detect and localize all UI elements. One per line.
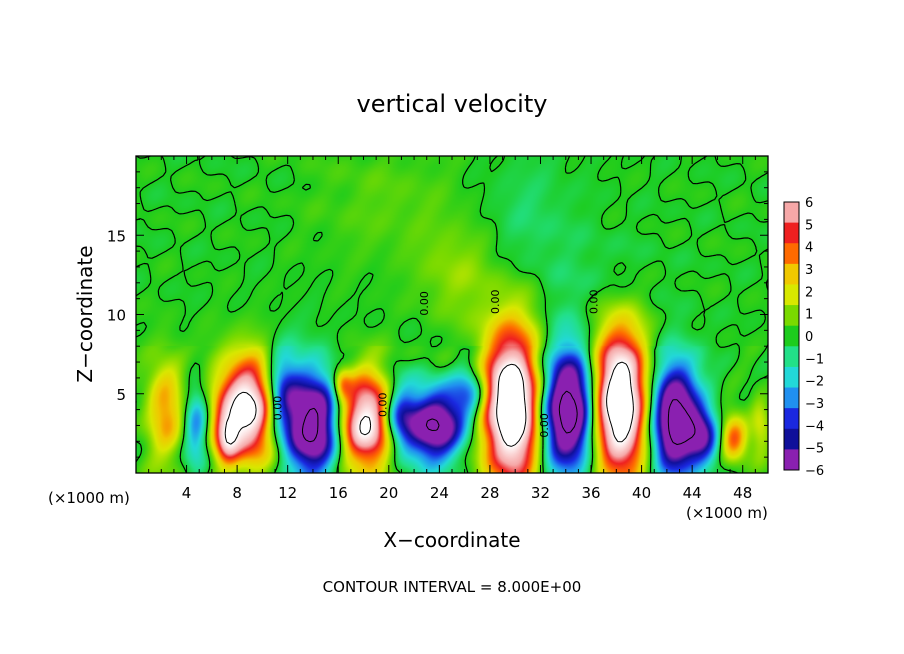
y-tick-label: 15 [107, 227, 126, 245]
colorbar-label: 0 [805, 330, 813, 345]
x-tick-label: 16 [329, 484, 348, 502]
colorbar-label: −6 [805, 464, 824, 479]
velocity-field [136, 156, 768, 473]
colorbar-swatch [784, 305, 799, 327]
contour-label: 0.00 [538, 413, 551, 438]
x-axis-ticks: 4 8 12 16 20 24 28 32 36 40 44 48 [148, 156, 756, 502]
colorbar-swatch [784, 387, 799, 409]
contour-label: 0.00 [418, 291, 431, 316]
colorbar-swatch [784, 243, 799, 265]
colorbar-label: 5 [805, 218, 813, 233]
colorbar-label: −2 [805, 375, 824, 390]
colorbar-frame [783, 201, 800, 471]
colorbar-swatch [784, 428, 799, 450]
x-tick-label: 24 [430, 484, 449, 502]
colorbar-swatch [784, 366, 799, 388]
y-tick-label: 10 [107, 307, 126, 325]
x-tick-label: 32 [531, 484, 550, 502]
y-axis-label: Z−coordinate [73, 245, 97, 382]
contour-label: 0.00 [489, 290, 502, 315]
contour-zero [135, 155, 769, 474]
contour-label: 0.00 [376, 393, 389, 418]
x-tick-label: 40 [632, 484, 651, 502]
colorbar-swatch [784, 325, 799, 347]
contour-label: 0.00 [587, 290, 600, 315]
plot-area: 0.000.00 0.000.00 0.000.00 4 8 12 16 20 24 28 32 3… [107, 155, 769, 502]
colorbar-label: 6 [805, 196, 813, 211]
colorbar-swatch [784, 346, 799, 368]
colorbar-label: −3 [805, 397, 824, 412]
contour-layer [135, 155, 769, 474]
colorbar-label: 2 [805, 285, 813, 300]
x-tick-label: 44 [683, 484, 702, 502]
colorbar-label: 4 [805, 241, 813, 256]
x-axis-label: X−coordinate [383, 528, 520, 552]
x-tick-label: 8 [232, 484, 242, 502]
contour-label-layer: 0.00 0.00 0.00 0.00 0.00 0.00 [271, 290, 600, 438]
x-tick-label: 4 [182, 484, 192, 502]
colorbar: 6 5 4 3 2 1 0 −1 −2 −3 −4 −5 −6 [783, 196, 824, 479]
chart-title: vertical velocity [357, 90, 548, 118]
x-tick-label: 48 [733, 484, 752, 502]
x-unit-right: (×1000 m) [686, 504, 768, 522]
contour-negative [302, 390, 696, 445]
contour-positive [224, 361, 634, 447]
x-tick-label: 20 [379, 484, 398, 502]
x-unit-left: (×1000 m) [48, 489, 130, 507]
colorbar-swatch [784, 284, 799, 306]
colorbar-swatch [784, 202, 799, 224]
colorbar-label: −4 [805, 419, 824, 434]
x-tick-label: 28 [480, 484, 499, 502]
colorbar-swatch [784, 222, 799, 244]
y-axis-ticks: 5 10 15 [107, 171, 768, 458]
colorbar-swatch [784, 449, 799, 471]
colorbar-label: −5 [805, 442, 824, 457]
contour-label: 0.00 [271, 396, 284, 421]
x-tick-label: 12 [278, 484, 297, 502]
colorbar-swatch [784, 263, 799, 285]
colorbar-label: 3 [805, 263, 813, 278]
colorbar-swatch [784, 408, 799, 430]
contour-interval-note: CONTOUR INTERVAL = 8.000E+00 [323, 578, 582, 596]
colorbar-label: 1 [805, 308, 813, 323]
x-tick-label: 36 [581, 484, 600, 502]
colorbar-label: −1 [805, 352, 824, 367]
y-tick-label: 5 [116, 386, 126, 404]
